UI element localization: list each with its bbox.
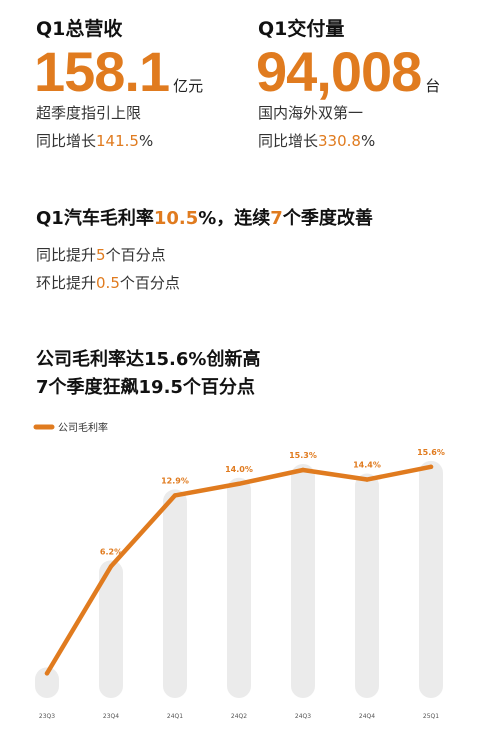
point-24Q1 [172,493,178,498]
revenue-value-block: 158.1 亿元 [34,44,203,100]
bar-24Q4 [355,473,379,698]
bar-24Q2 [227,477,251,698]
revenue-unit: 亿元 [173,78,204,95]
deliveries-value-block: 94,008 台 [256,44,440,100]
deliveries-growth-prefix: 同比增长 [258,132,319,150]
point-24Q2 [236,481,242,486]
deliveries-growth-value: 330.8 [318,132,361,150]
revenue-value: 158.1 [34,40,170,103]
bar-24Q1 [163,489,187,698]
data-label-24Q1: 12.9% [161,476,189,485]
margin-title-mid: %，连续 [198,208,271,229]
data-labels-layer: 6.2% 12.9% 14.0% 15.3% 14.4% 15.6% [100,448,445,557]
bar-23Q4 [99,560,123,698]
point-23Q3 [44,671,50,676]
revenue-line1: 超季度指引上限 [36,104,142,122]
data-label-24Q4: 14.4% [353,461,381,470]
bar-24Q3 [291,464,315,698]
deliveries-label: Q1交付量 [258,18,345,40]
bar-25Q1 [419,460,443,698]
revenue-growth-suffix: % [138,132,154,150]
margin-qoq-prefix: 环比提升 [36,274,97,292]
x-tick-24Q2: 24Q2 [231,713,247,720]
x-ticks-layer: 23Q3 23Q4 24Q1 24Q2 24Q3 24Q4 25Q1 [39,713,439,720]
margin-qoq-line: 环比提升0.5个百分点 [36,272,180,293]
margin-yoy-value: 5 [96,246,106,264]
point-23Q4 [108,564,114,569]
data-label-25Q1: 15.6% [417,448,445,457]
bar-23Q3 [35,667,59,698]
gross-margin-chart: 公司毛利率 6.2% 12.9% 14.0% 15.3% 14.4% 15.6% 23Q3… [0,410,494,740]
deliveries-value: 94,008 [256,40,422,103]
deliveries-line1: 国内海外双第一 [258,104,364,122]
margin-title-prefix: Q1汽车毛利率 [36,208,154,229]
bars-layer [35,460,443,698]
deliveries-unit: 台 [425,78,441,95]
line-layer [44,464,434,676]
deliveries-growth-suffix: % [360,132,376,150]
margin-title-value: 10.5 [153,208,199,229]
revenue-growth-value: 141.5 [96,132,139,150]
x-tick-25Q1: 25Q1 [423,713,439,720]
margin-title-count: 7 [270,208,283,229]
margin-yoy-prefix: 同比提升 [36,246,97,264]
x-tick-23Q4: 23Q4 [103,713,119,720]
revenue-growth-prefix: 同比增长 [36,132,97,150]
point-24Q4 [364,477,370,482]
legend-label: 公司毛利率 [58,421,108,434]
margin-qoq-value: 0.5 [96,274,120,292]
data-label-23Q4: 6.2% [100,547,122,556]
data-label-24Q3: 15.3% [289,451,317,460]
margin-yoy-line: 同比提升5个百分点 [36,244,166,265]
chart-heading-line2: 7个季度狂飙19.5个百分点 [36,377,255,398]
revenue-line2: 同比增长141.5% [36,130,153,151]
x-tick-24Q3: 24Q3 [295,713,311,720]
chart-legend: 公司毛利率 [33,421,108,434]
margin-title-suffix: 个季度改善 [282,208,373,229]
margin-qoq-suffix: 个百分点 [119,274,180,292]
x-tick-24Q4: 24Q4 [359,713,375,720]
margin-yoy-suffix: 个百分点 [105,246,166,264]
revenue-label: Q1总营收 [36,18,123,40]
chart-heading-line1: 公司毛利率达15.6%创新高 [36,349,261,370]
x-tick-24Q1: 24Q1 [167,713,183,720]
x-tick-23Q3: 23Q3 [39,713,55,720]
data-label-24Q2: 14.0% [225,465,253,474]
point-25Q1 [428,464,434,470]
point-24Q3 [300,467,306,473]
deliveries-line2: 同比增长330.8% [258,130,375,151]
chart-canvas: 公司毛利率 6.2% 12.9% 14.0% 15.3% 14.4% 15.6% 23Q3… [33,421,445,720]
margin-title: Q1汽车毛利率10.5%，连续7个季度改善 [36,204,373,230]
